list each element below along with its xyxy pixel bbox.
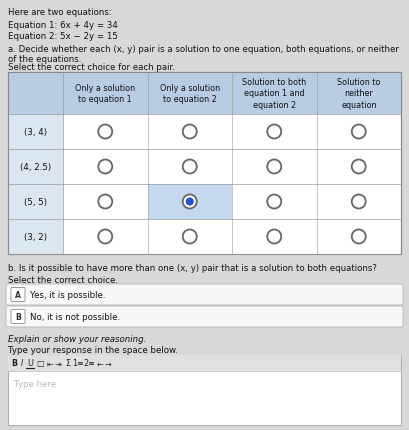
Circle shape <box>98 195 112 209</box>
Text: ⇤: ⇤ <box>47 359 54 368</box>
Text: (3, 4): (3, 4) <box>24 128 47 137</box>
Text: Yes, it is possible.: Yes, it is possible. <box>30 290 106 299</box>
Circle shape <box>267 125 281 139</box>
Circle shape <box>183 125 197 139</box>
Circle shape <box>352 125 366 139</box>
Circle shape <box>186 198 194 206</box>
Text: Here are two equations:: Here are two equations: <box>8 8 112 17</box>
Circle shape <box>98 160 112 174</box>
Text: ⇥: ⇥ <box>55 359 61 368</box>
Circle shape <box>183 230 197 244</box>
Circle shape <box>352 195 366 209</box>
Text: Solution to both
equation 1 and
equation 2: Solution to both equation 1 and equation… <box>242 78 306 109</box>
Text: 1≡: 1≡ <box>72 359 84 368</box>
FancyBboxPatch shape <box>8 355 401 371</box>
Text: I: I <box>21 359 23 368</box>
Text: Only a solution
to equation 1: Only a solution to equation 1 <box>75 84 135 104</box>
FancyBboxPatch shape <box>6 306 403 327</box>
Text: Equation 2: 5x − 2y = 15: Equation 2: 5x − 2y = 15 <box>8 32 118 41</box>
Circle shape <box>183 160 197 174</box>
FancyBboxPatch shape <box>8 219 63 255</box>
FancyBboxPatch shape <box>8 73 401 255</box>
Text: A: A <box>15 290 21 299</box>
Text: Select the correct choice.: Select the correct choice. <box>8 275 118 284</box>
Text: B: B <box>11 359 17 368</box>
FancyBboxPatch shape <box>11 288 25 302</box>
Text: a. Decide whether each (x, y) pair is a solution to one equation, both equations: a. Decide whether each (x, y) pair is a … <box>8 45 399 64</box>
FancyBboxPatch shape <box>8 355 401 425</box>
Circle shape <box>352 230 366 244</box>
Circle shape <box>183 195 197 209</box>
Text: 2≡: 2≡ <box>83 359 95 368</box>
Text: Equation 1: 6x + 4y = 34: Equation 1: 6x + 4y = 34 <box>8 21 118 30</box>
Text: Σ: Σ <box>65 359 70 368</box>
Text: →: → <box>105 359 111 368</box>
FancyBboxPatch shape <box>8 115 63 150</box>
Text: Select the correct choice for each pair.: Select the correct choice for each pair. <box>8 63 175 72</box>
Circle shape <box>267 195 281 209</box>
Text: (3, 2): (3, 2) <box>24 233 47 241</box>
Text: ←: ← <box>97 359 103 368</box>
Text: b. Is it possible to have more than one (x, y) pair that is a solution to both e: b. Is it possible to have more than one … <box>8 264 377 272</box>
Circle shape <box>267 230 281 244</box>
Text: (5, 5): (5, 5) <box>24 197 47 206</box>
Text: Explain or show your reasoning.: Explain or show your reasoning. <box>8 334 146 343</box>
FancyBboxPatch shape <box>8 184 63 219</box>
Circle shape <box>267 160 281 174</box>
Text: Only a solution
to equation 2: Only a solution to equation 2 <box>160 84 220 104</box>
Text: Type your response in the space below.: Type your response in the space below. <box>8 345 178 354</box>
Circle shape <box>98 230 112 244</box>
Circle shape <box>98 125 112 139</box>
FancyBboxPatch shape <box>8 150 63 184</box>
Text: Type here: Type here <box>14 379 56 388</box>
FancyBboxPatch shape <box>148 184 232 219</box>
Text: No, it is not possible.: No, it is not possible. <box>30 312 120 321</box>
Text: Solution to
neither
equation: Solution to neither equation <box>337 78 380 109</box>
Text: (4, 2.5): (4, 2.5) <box>20 163 51 172</box>
Text: U: U <box>27 359 33 368</box>
Text: □: □ <box>36 359 44 368</box>
Text: B: B <box>15 312 21 321</box>
FancyBboxPatch shape <box>6 284 403 305</box>
FancyBboxPatch shape <box>8 73 401 115</box>
Circle shape <box>352 160 366 174</box>
FancyBboxPatch shape <box>11 310 25 324</box>
